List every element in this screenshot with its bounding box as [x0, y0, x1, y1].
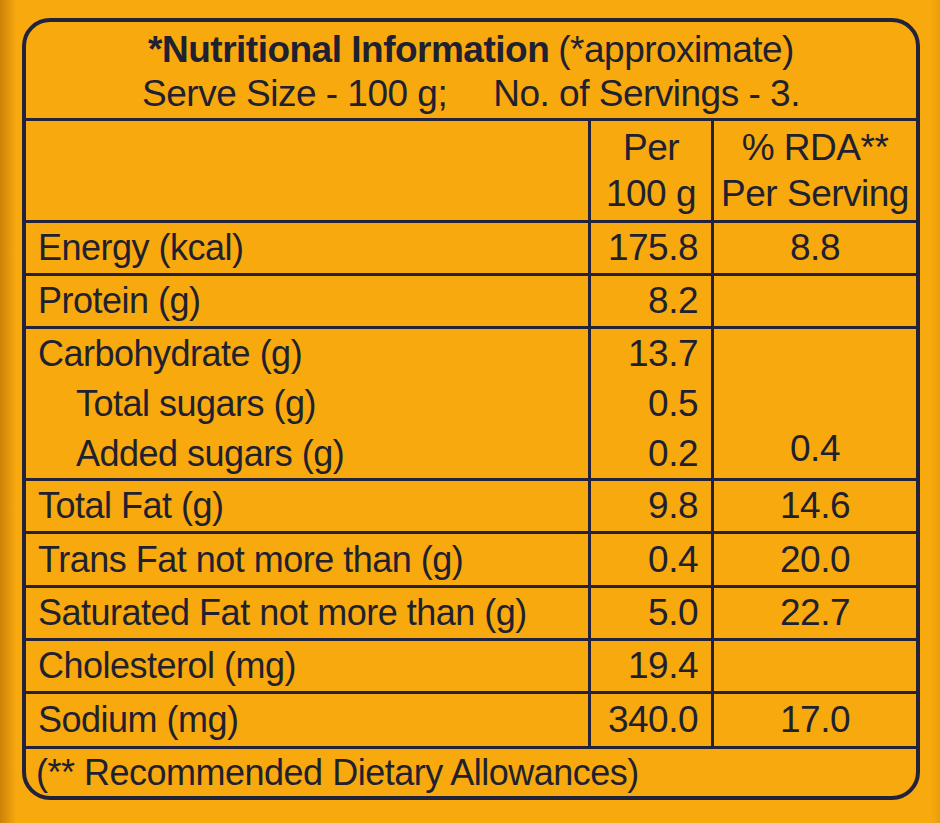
- package-background: { "colors": { "background": "#F7A90E", "…: [0, 0, 940, 823]
- rda-value: [711, 641, 916, 691]
- table-row-protein: Protein (g) 8.2: [26, 273, 916, 326]
- rda-value: 8.8: [711, 223, 916, 273]
- carbohydrate-labels: Carbohydrate (g) Total sugars (g) Added …: [26, 329, 588, 479]
- nutrient-label: Trans Fat not more than (g): [26, 534, 588, 585]
- table-row-energy: Energy (kcal) 175.8 8.8: [26, 220, 916, 273]
- nutrient-label: Sodium (mg): [26, 694, 588, 746]
- per-100g-value: 0.2: [648, 429, 698, 479]
- rda-label-line2: Per Serving: [721, 171, 909, 217]
- table-row-saturated-fat: Saturated Fat not more than (g) 5.0 22.7: [26, 585, 916, 638]
- table-row-carbohydrate-group: Carbohydrate (g) Total sugars (g) Added …: [26, 326, 916, 478]
- table-row-sodium: Sodium (mg) 340.0 17.0: [26, 691, 916, 746]
- nutrient-label: Carbohydrate (g): [38, 329, 588, 379]
- per-100g-label-line1: Per: [623, 125, 679, 171]
- rda-label-line1: % RDA**: [742, 125, 889, 171]
- panel-title-block: *Nutritional Information (*approximate) …: [26, 22, 916, 118]
- servings-count-text: No. of Servings - 3.: [493, 73, 800, 115]
- rda-value: 0.4: [711, 329, 916, 479]
- per-100g-value: 8.2: [588, 276, 711, 326]
- title-approximate-note: (*approximate): [558, 29, 794, 71]
- nutrient-label: Total sugars (g): [38, 379, 588, 429]
- nutrient-label: Energy (kcal): [26, 223, 588, 273]
- nutrient-label: Saturated Fat not more than (g): [26, 588, 588, 638]
- nutrient-label: Protein (g): [26, 276, 588, 326]
- header-per-100g-cell: Per 100 g: [588, 121, 711, 220]
- per-100g-value: 19.4: [588, 641, 711, 691]
- rda-value: 14.6: [711, 481, 916, 531]
- package-edge-shading-right: [930, 0, 940, 823]
- nutrient-label: Added sugars (g): [38, 429, 588, 479]
- rda-footnote: (** Recommended Dietary Allowances): [26, 746, 916, 796]
- rda-value: 17.0: [711, 694, 916, 746]
- rda-value: [711, 276, 916, 326]
- carbohydrate-per-100g-values: 13.7 0.5 0.2: [588, 329, 711, 479]
- per-100g-value: 175.8: [588, 223, 711, 273]
- header-nutrient-cell: [26, 121, 588, 220]
- package-edge-shading-left: [0, 0, 16, 823]
- serving-info: Serve Size - 100 g; No. of Servings - 3.: [142, 73, 800, 115]
- table-row-total-fat: Total Fat (g) 9.8 14.6: [26, 478, 916, 531]
- serve-size-text: Serve Size - 100 g;: [142, 73, 447, 115]
- rda-value: 20.0: [711, 534, 916, 585]
- per-100g-value: 13.7: [628, 329, 698, 379]
- per-100g-value: 9.8: [588, 481, 711, 531]
- per-100g-value: 0.5: [648, 379, 698, 429]
- nutrient-label: Total Fat (g): [26, 481, 588, 531]
- per-100g-value: 0.4: [588, 534, 711, 585]
- table-row-cholesterol: Cholesterol (mg) 19.4: [26, 638, 916, 691]
- header-rda-cell: % RDA** Per Serving: [711, 121, 916, 220]
- nutrient-label: Cholesterol (mg): [26, 641, 588, 691]
- nutrition-facts-panel: *Nutritional Information (*approximate) …: [22, 18, 920, 800]
- rda-value: 22.7: [711, 588, 916, 638]
- panel-title: *Nutritional Information (*approximate): [148, 29, 794, 71]
- per-100g-value: 5.0: [588, 588, 711, 638]
- per-100g-label-line2: 100 g: [606, 171, 696, 217]
- table-header-row: Per 100 g % RDA** Per Serving: [26, 118, 916, 220]
- title-text: *Nutritional Information: [148, 29, 549, 71]
- table-row-trans-fat: Trans Fat not more than (g) 0.4 20.0: [26, 531, 916, 585]
- per-100g-value: 340.0: [588, 694, 711, 746]
